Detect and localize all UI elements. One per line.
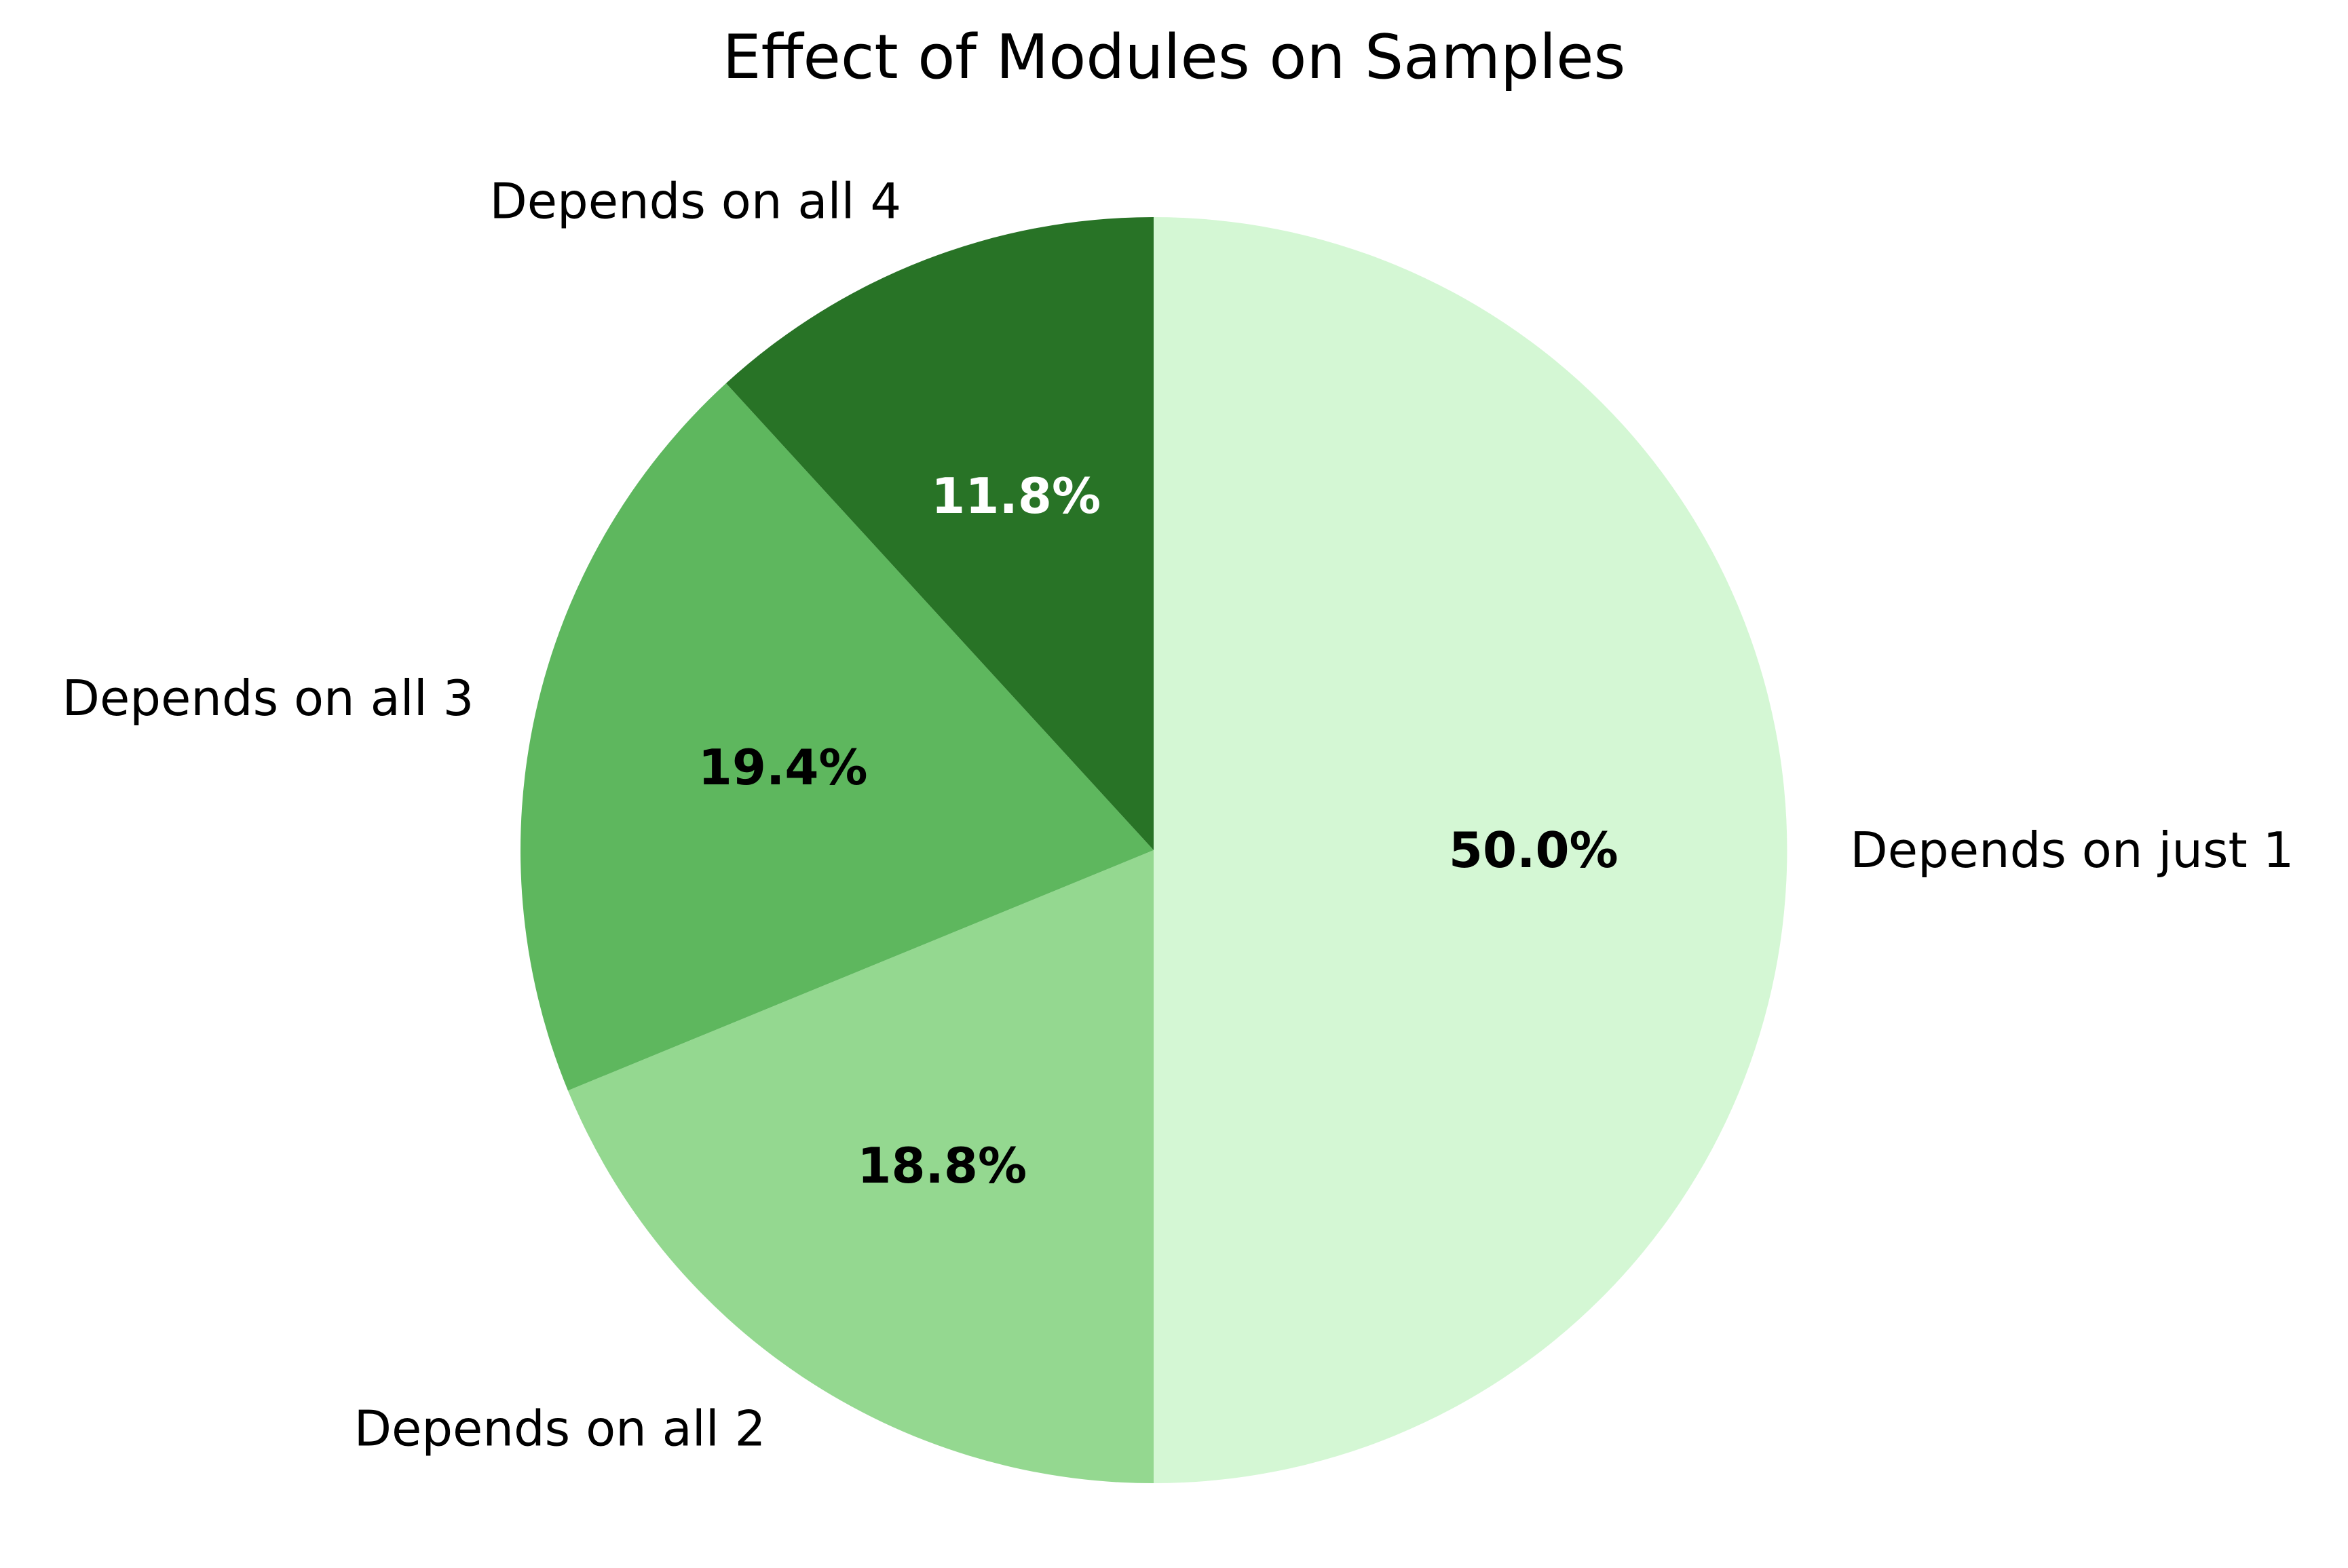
pie-slice-depends-on-all-3 — [520, 383, 1154, 1091]
percent-labels: 50.0% 18.8% 19.4% 11.8% — [698, 467, 1618, 1194]
slice-label-depends-on-all-4: Depends on all 4 — [489, 172, 901, 229]
pie-slice-depends-on-all-4 — [725, 217, 1154, 850]
percent-label-depends-on-all-2: 18.8% — [857, 1137, 1027, 1194]
pie-slices — [520, 216, 1787, 1483]
slice-label-depends-on-just-1: Depends on just 1 — [1850, 822, 2294, 879]
slice-label-depends-on-all-2: Depends on all 2 — [354, 1400, 766, 1457]
chart-title: Effect of Modules on Samples — [723, 22, 1626, 93]
percent-label-depends-on-just-1: 50.0% — [1449, 822, 1618, 879]
slice-label-depends-on-all-3: Depends on all 3 — [62, 670, 474, 727]
percent-label-depends-on-all-4: 11.8% — [931, 467, 1101, 524]
slice-labels: Depends on just 1 Depends on all 2 Depends… — [62, 172, 2294, 1457]
percent-label-depends-on-all-3: 19.4% — [698, 739, 868, 796]
pie-slice-depends-on-just-1 — [1154, 216, 1787, 1483]
pie-slice-depends-on-all-2 — [567, 850, 1154, 1483]
